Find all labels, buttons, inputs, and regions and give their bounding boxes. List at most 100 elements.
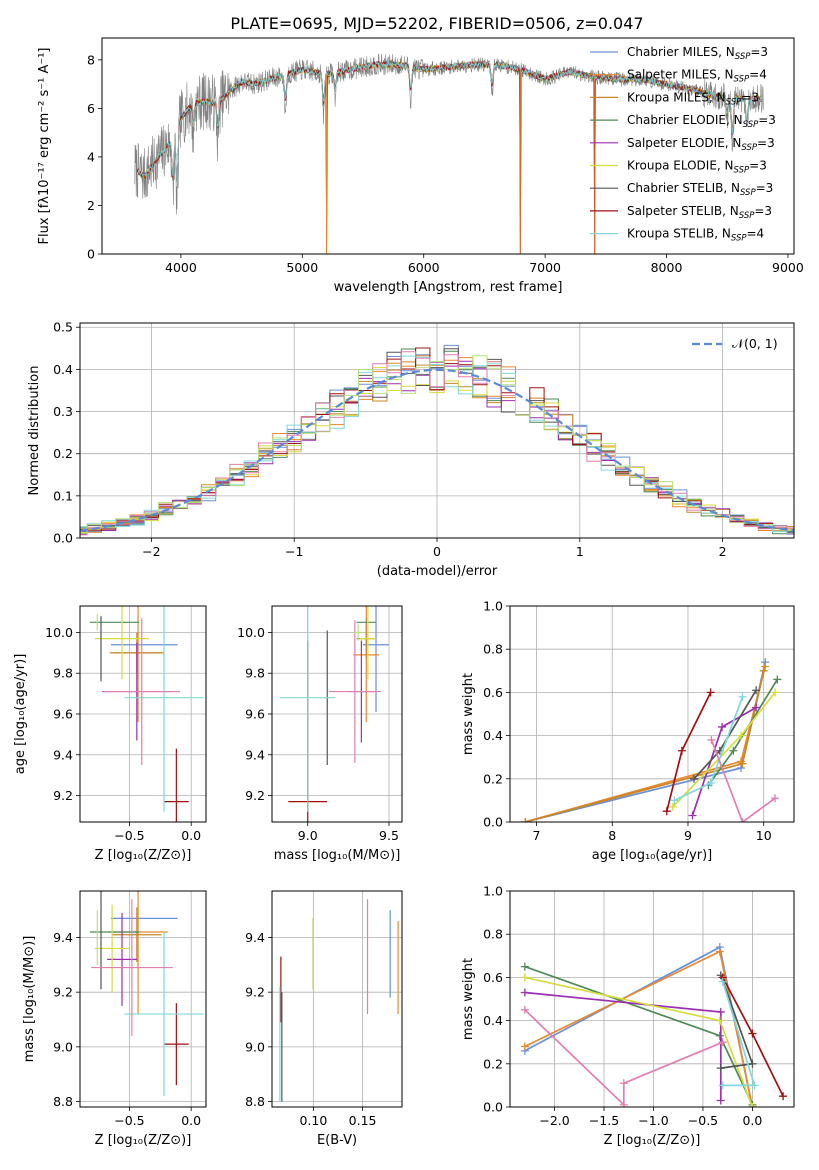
legend-label: Salpeter MILES, N [627, 68, 734, 82]
legend-subscript: SSP [740, 188, 756, 198]
series-marker [718, 1038, 727, 1047]
x-tick-label: 0.0 [742, 1113, 762, 1128]
series-marker [738, 818, 747, 822]
x-axis-label: age [log₁₀(age/yr)] [592, 848, 713, 863]
legend-label: Salpeter ELODIE, N [627, 136, 741, 150]
x-tick-label: 0.15 [349, 1113, 377, 1128]
errorbar-point [359, 606, 376, 680]
x-tick-label: 2 [719, 544, 727, 559]
panels: 4000 5000 6000 7000 8000 9000 0 2 4 6 8 wavelength … [13, 37, 804, 1148]
y-axis-label: age [log₁₀(age/yr)] [13, 654, 28, 775]
y-tick-label: 0.2 [483, 771, 503, 786]
y-axis-label: mass [log₁₀(M/M⊙)] [22, 936, 37, 1063]
legend-entry: 𝒩(0, 1) [732, 336, 778, 351]
series-marker [771, 688, 780, 697]
plot-area [510, 606, 794, 822]
x-tick-label: 5000 [286, 260, 318, 275]
y-tick-label: 0.4 [483, 728, 503, 743]
legend-subscript: SSP [731, 234, 747, 244]
y-tick-label: 10.0 [45, 625, 73, 640]
y-tick-label: 0.0 [483, 815, 503, 830]
legend-value: =4 [747, 227, 765, 241]
x-tick-label: 9 [684, 828, 692, 843]
model-spectrum [136, 61, 763, 254]
series-marker [677, 746, 686, 755]
series-marker [688, 811, 697, 820]
figure-title: PLATE=0695, MJD=52202, FIBERID=0506, z=0… [230, 14, 643, 33]
x-axis-label: (data-model)/error [377, 564, 498, 579]
y-tick-label: 0.2 [53, 446, 73, 461]
y-tick-label: 0.4 [483, 1013, 503, 1028]
x-tick-label: −1.0 [638, 1113, 668, 1128]
series-marker [706, 688, 715, 697]
x-tick-label: 0 [433, 544, 441, 559]
series-marker [520, 988, 529, 997]
y-tick-label: 0.0 [53, 531, 73, 546]
x-tick-label: −0.5 [688, 1113, 718, 1128]
series-marker [715, 947, 724, 956]
series-marker [521, 818, 530, 822]
x-tick-label: 0.0 [181, 828, 201, 843]
series-marker [619, 1079, 628, 1088]
legend-label: Salpeter STELIB, N [627, 204, 739, 218]
errorbar-point [103, 618, 181, 765]
series-marker [718, 1081, 727, 1090]
series-marker [715, 1016, 724, 1025]
x-tick-label: 8000 [651, 260, 683, 275]
x-tick-label: 0.10 [299, 1113, 327, 1128]
x-axis-label: E(B-V) [317, 1133, 357, 1148]
panel-mass-weight-vs-age: 7 8 9 10 0.0 0.2 0.4 0.6 0.8 1.0 age [log₁₀(age/yr… [461, 599, 795, 863]
model-spectrum [136, 60, 763, 183]
axes-frame [271, 605, 403, 823]
legend-value: =3 [750, 45, 768, 59]
y-tick-label: 0.1 [53, 488, 73, 503]
series-marker [752, 703, 761, 712]
series-marker [716, 1064, 725, 1073]
series-marker [750, 1081, 759, 1090]
y-tick-label: 9.4 [53, 930, 73, 945]
panel-mass-weight-vs-Z: −2.0 −1.5 −1.0 −0.5 0.0 0.0 0.2 0.4 0.6 0.8 1.0 Z [… [461, 884, 795, 1148]
errorbar-point [353, 624, 363, 641]
series-line [524, 666, 767, 822]
series-marker [718, 722, 727, 731]
legend-entry: Chabrier MILES, NSSP=3 [627, 45, 768, 62]
series-marker [736, 731, 745, 740]
axes-frame [101, 37, 795, 255]
y-tick-label: 9.4 [245, 747, 265, 762]
y-tick-label: 9.4 [245, 930, 265, 945]
y-tick-label: 9.4 [53, 747, 73, 762]
y-tick-label: 8 [87, 52, 95, 67]
plot-area [134, 53, 764, 254]
panel-residuals: −2 −1 0 1 2 0.0 0.1 0.2 0.3 0.4 0.5 (data-model)/er… [27, 320, 795, 579]
x-tick-label: −1 [285, 544, 303, 559]
y-tick-label: 0.4 [53, 362, 73, 377]
legend-subscript: SSP [734, 166, 750, 176]
legend-label: Kroupa MILES, N [627, 90, 726, 104]
series-line [524, 662, 767, 822]
series-marker [748, 1103, 757, 1107]
panel-mass-vs-EBV: 0.10 0.15 8.8 9.0 9.2 9.4 E(B-V) [245, 890, 403, 1148]
y-tick-label: 1.0 [483, 599, 503, 614]
y-tick-label: 9.0 [245, 1039, 265, 1054]
errorbar-point [328, 620, 381, 763]
legend-value: =3 [756, 181, 774, 195]
x-tick-label: −2.0 [539, 1113, 569, 1128]
legend-value: =3 [754, 204, 772, 218]
legend-entry: Salpeter STELIB, NSSP=3 [627, 204, 772, 221]
series-marker [761, 662, 770, 671]
errorbar-point [164, 1003, 189, 1086]
series-marker [520, 962, 529, 971]
legend-entry: Chabrier STELIB, NSSP=3 [627, 181, 773, 198]
legend-value: =3 [749, 159, 767, 173]
plot-area [80, 606, 206, 822]
legend-label: Chabrier MILES, N [627, 45, 735, 59]
y-axis-label: Flux [fλ10⁻¹⁷ erg cm⁻² s⁻¹ A⁻¹] [37, 48, 52, 245]
y-tick-label: 9.2 [245, 788, 265, 803]
y-tick-label: 8.8 [53, 1094, 73, 1109]
legend-subscript: SSP [734, 75, 750, 85]
series-line [673, 696, 744, 802]
x-axis-label: Z [log₁₀(Z/Z⊙)] [604, 1133, 701, 1148]
axes-frame [509, 890, 795, 1108]
x-tick-label: −0.5 [114, 828, 144, 843]
